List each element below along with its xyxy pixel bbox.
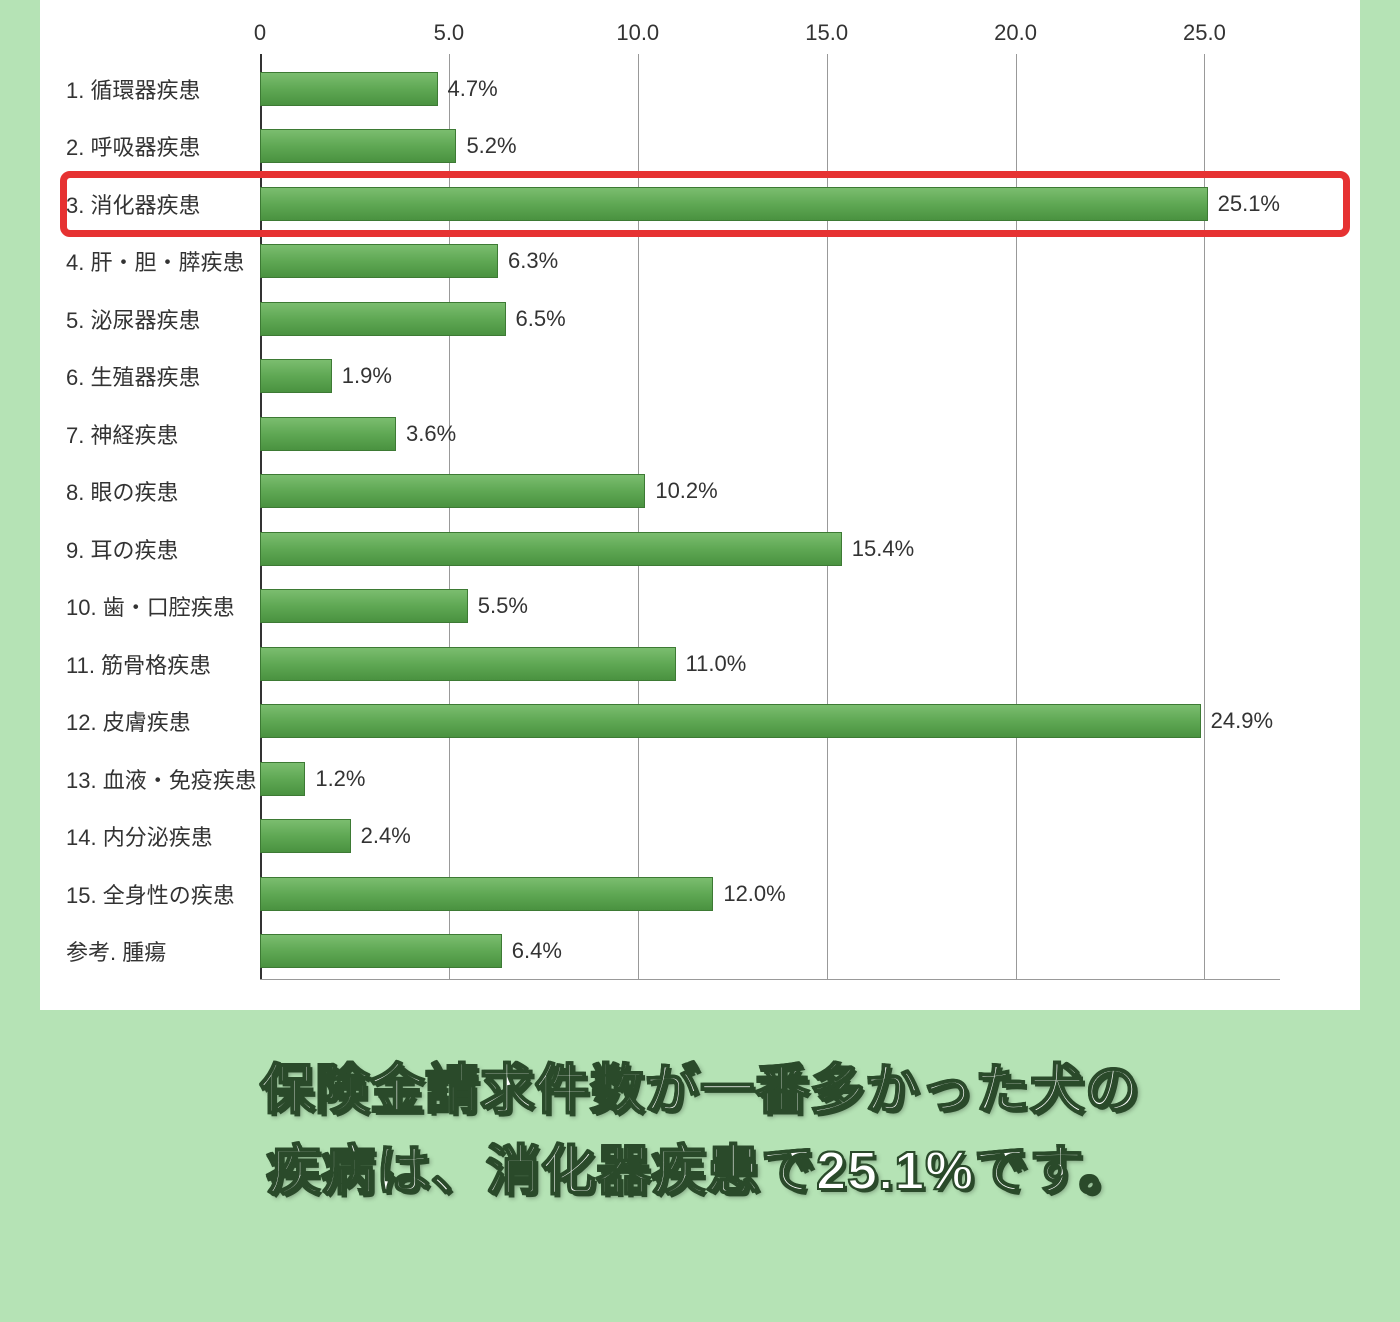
value-label: 5.5% xyxy=(478,593,528,619)
category-label: 12. 皮膚疾患 xyxy=(60,705,260,737)
bar xyxy=(260,359,332,393)
bar-track: 10.2% xyxy=(260,463,1280,521)
value-label: 6.3% xyxy=(508,248,558,274)
bar-row: 7. 神経疾患 3.6% xyxy=(60,405,1280,463)
value-label: 10.2% xyxy=(655,478,717,504)
category-label: 5. 泌尿器疾患 xyxy=(60,303,260,335)
value-label: 4.7% xyxy=(448,76,498,102)
bar-track: 2.4% xyxy=(260,808,1280,866)
value-label: 12.0% xyxy=(723,881,785,907)
bar-track: 6.3% xyxy=(260,233,1280,291)
bar-track: 24.9% xyxy=(260,693,1280,751)
value-label: 5.2% xyxy=(466,133,516,159)
bar-row: 15. 全身性の疾患 12.0% xyxy=(60,865,1280,923)
bar-row: 2. 呼吸器疾患 5.2% xyxy=(60,118,1280,176)
bar xyxy=(260,877,713,911)
caption-line-1: 保険金請求件数が一番多かった犬の xyxy=(260,1060,1140,1120)
category-label: 9. 耳の疾患 xyxy=(60,533,260,565)
category-label: 3. 消化器疾患 xyxy=(60,188,260,220)
bar-track: 5.2% xyxy=(260,118,1280,176)
bar xyxy=(260,704,1201,738)
bar-track: 5.5% xyxy=(260,578,1280,636)
category-label: 7. 神経疾患 xyxy=(60,418,260,450)
bar xyxy=(260,129,456,163)
bar xyxy=(260,474,645,508)
x-tick-label: 20.0 xyxy=(994,20,1037,46)
bar-track: 3.6% xyxy=(260,405,1280,463)
bar xyxy=(260,647,676,681)
bar-row: 1. 循環器疾患 4.7% xyxy=(60,60,1280,118)
bar-row: 12. 皮膚疾患 24.9% xyxy=(60,693,1280,751)
caption-text: 保険金請求件数が一番多かった犬の 疾病は、消化器疾患で25.1%です。 xyxy=(40,1050,1360,1212)
bar-track: 1.9% xyxy=(260,348,1280,406)
bar-track: 25.1% xyxy=(260,175,1280,233)
bar xyxy=(260,72,438,106)
bar-track: 6.5% xyxy=(260,290,1280,348)
category-label: 13. 血液・免疫疾患 xyxy=(60,763,260,795)
bar-row: 11. 筋骨格疾患 11.0% xyxy=(60,635,1280,693)
bar-row: 3. 消化器疾患 25.1% xyxy=(60,175,1280,233)
value-label: 6.5% xyxy=(516,306,566,332)
bar-track: 11.0% xyxy=(260,635,1280,693)
bar xyxy=(260,819,351,853)
category-label: 1. 循環器疾患 xyxy=(60,73,260,105)
bar xyxy=(260,589,468,623)
category-label: 2. 呼吸器疾患 xyxy=(60,130,260,162)
bar-row: 6. 生殖器疾患 1.9% xyxy=(60,348,1280,406)
value-label: 11.0% xyxy=(686,651,747,677)
category-label: 参考. 腫瘍 xyxy=(60,935,260,967)
bar-track: 1.2% xyxy=(260,750,1280,808)
bar-row: 14. 内分泌疾患 2.4% xyxy=(60,808,1280,866)
value-label: 1.9% xyxy=(342,363,392,389)
bar-row: 10. 歯・口腔疾患 5.5% xyxy=(60,578,1280,636)
bar-row: 4. 肝・胆・膵疾患 6.3% xyxy=(60,233,1280,291)
category-label: 8. 眼の疾患 xyxy=(60,475,260,507)
bar xyxy=(260,302,506,336)
value-label: 25.1% xyxy=(1218,191,1280,217)
bar-row: 9. 耳の疾患 15.4% xyxy=(60,520,1280,578)
bar-row: 参考. 腫瘍 6.4% xyxy=(60,923,1280,981)
value-label: 1.2% xyxy=(315,766,365,792)
chart-panel: 0 5.0 10.0 15.0 20.0 25.0 1. 循環器疾患 4.7% 2. 呼吸器疾… xyxy=(40,0,1360,1010)
value-label: 24.9% xyxy=(1211,708,1273,734)
bar xyxy=(260,934,502,968)
bar-row: 8. 眼の疾患 10.2% xyxy=(60,463,1280,521)
bar-row: 5. 泌尿器疾患 6.5% xyxy=(60,290,1280,348)
category-label: 10. 歯・口腔疾患 xyxy=(60,590,260,622)
bar-track: 15.4% xyxy=(260,520,1280,578)
category-label: 15. 全身性の疾患 xyxy=(60,878,260,910)
bar-rows: 1. 循環器疾患 4.7% 2. 呼吸器疾患 5.2% 3. 消化器疾患 25.1% 4. … xyxy=(60,60,1280,980)
caption: 保険金請求件数が一番多かった犬の 疾病は、消化器疾患で25.1%です。 xyxy=(40,1050,1360,1212)
value-label: 6.4% xyxy=(512,938,562,964)
x-tick-label: 15.0 xyxy=(805,20,848,46)
caption-line-2: 疾病は、消化器疾患で25.1%です。 xyxy=(266,1141,1134,1201)
bar xyxy=(260,417,396,451)
x-tick-label: 10.0 xyxy=(616,20,659,46)
value-label: 2.4% xyxy=(361,823,411,849)
value-label: 3.6% xyxy=(406,421,456,447)
bar-track: 4.7% xyxy=(260,60,1280,118)
bar xyxy=(260,244,498,278)
category-label: 14. 内分泌疾患 xyxy=(60,820,260,852)
x-tick-label: 5.0 xyxy=(434,20,465,46)
x-tick-label: 25.0 xyxy=(1183,20,1226,46)
bar xyxy=(260,532,842,566)
bar-row: 13. 血液・免疫疾患 1.2% xyxy=(60,750,1280,808)
bar xyxy=(260,187,1208,221)
category-label: 6. 生殖器疾患 xyxy=(60,360,260,392)
bar-track: 6.4% xyxy=(260,923,1280,981)
x-tick-label: 0 xyxy=(254,20,266,46)
value-label: 15.4% xyxy=(852,536,914,562)
category-label: 4. 肝・胆・膵疾患 xyxy=(60,245,260,277)
chart-area: 0 5.0 10.0 15.0 20.0 25.0 1. 循環器疾患 4.7% 2. 呼吸器疾… xyxy=(60,20,1330,980)
bar-track: 12.0% xyxy=(260,865,1280,923)
category-label: 11. 筋骨格疾患 xyxy=(60,648,260,680)
bar xyxy=(260,762,305,796)
